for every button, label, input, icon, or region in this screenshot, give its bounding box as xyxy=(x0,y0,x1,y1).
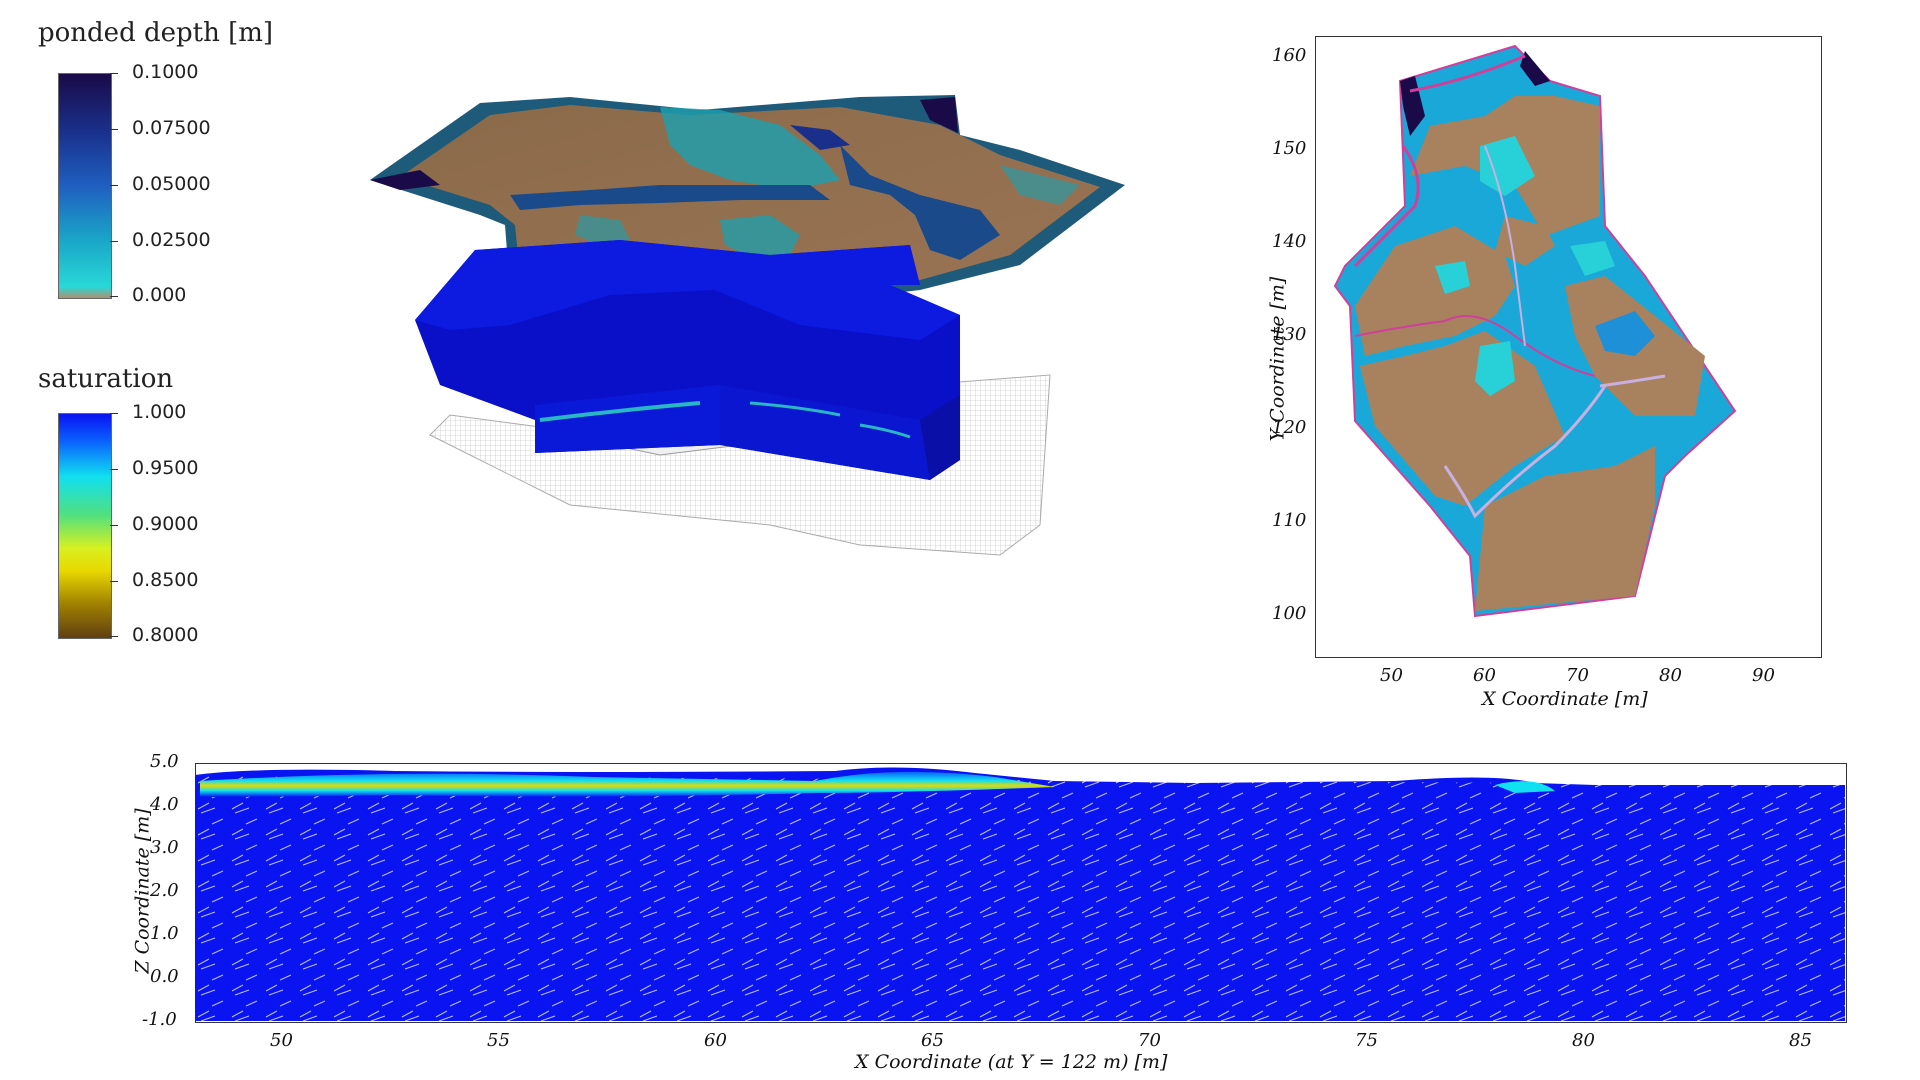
saturation-block-layer xyxy=(415,240,960,480)
map-xtick-label: 50 xyxy=(1380,665,1403,686)
saturation-tick-label: 0.8000 xyxy=(132,624,199,646)
section-xtick-label: 70 xyxy=(1138,1030,1161,1051)
ponded-tick-label: 0.07500 xyxy=(132,117,211,139)
section-ytick-label: 2.0 xyxy=(150,880,179,901)
section-xtick-label: 65 xyxy=(921,1030,944,1051)
map-ytick-label: 160 xyxy=(1272,45,1307,66)
section-xtick-label: 50 xyxy=(270,1030,293,1051)
section-xtick-label: 85 xyxy=(1789,1030,1812,1051)
saturation-colorbar xyxy=(58,413,112,639)
section-plot: 5.0 4.0 3.0 2.0 1.0 0.0 -1.0 50 55 60 65… xyxy=(90,745,1870,1075)
section-xtick-label: 60 xyxy=(704,1030,727,1051)
saturation-tick-label: 1.000 xyxy=(132,401,187,423)
ponded-depth-colorbar-title: ponded depth [m] xyxy=(38,18,274,48)
section-ytick-label: 3.0 xyxy=(150,837,179,858)
section-plot-area xyxy=(195,767,1845,1021)
map-xaxis-label: X Coordinate [m] xyxy=(1482,688,1648,710)
map-ytick-label: 120 xyxy=(1272,417,1307,438)
map-ytick-label: 140 xyxy=(1272,231,1307,252)
map-xtick-label: 90 xyxy=(1752,665,1775,686)
map-plot-area xyxy=(1333,44,1737,618)
map-xtick-label: 60 xyxy=(1473,665,1496,686)
ponded-tick-label: 0.05000 xyxy=(132,173,211,195)
saturation-tick-label: 0.9000 xyxy=(132,513,199,535)
section-xtick-label: 55 xyxy=(487,1030,510,1051)
section-yaxis-label: Z Coordinate [m] xyxy=(131,808,154,974)
map-ytick-label: 150 xyxy=(1272,138,1307,159)
section-ytick-label: 1.0 xyxy=(150,923,179,944)
section-ytick-label: -1.0 xyxy=(142,1009,177,1030)
ponded-tick-label: 0.02500 xyxy=(132,229,211,251)
map-yaxis-label: Y Coordinate [m] xyxy=(1266,276,1289,442)
map-ytick-label: 130 xyxy=(1272,324,1307,345)
ponded-tick-label: 0.1000 xyxy=(132,61,199,83)
ponded-tick-label: 0.000 xyxy=(132,284,187,306)
ponded-depth-colorbar xyxy=(58,73,112,299)
map-ytick-label: 100 xyxy=(1272,603,1307,624)
section-ytick-label: 0.0 xyxy=(150,966,179,987)
section-ytick-label: 4.0 xyxy=(150,794,179,815)
map-xtick-label: 80 xyxy=(1659,665,1682,686)
map-ytick-label: 110 xyxy=(1272,510,1307,531)
map-xtick-label: 70 xyxy=(1566,665,1589,686)
saturation-tick-label: 0.9500 xyxy=(132,457,199,479)
saturation-colorbar-title: saturation xyxy=(38,364,174,394)
ponded-depth-ticks: 0.1000 0.07500 0.05000 0.02500 0.000 xyxy=(110,61,230,306)
map-plot: 160 150 140 130 120 110 100 50 60 70 80 … xyxy=(1250,20,1910,720)
saturation-tick-label: 0.8500 xyxy=(132,569,199,591)
section-xaxis-label: X Coordinate (at Y = 122 m) [m] xyxy=(855,1051,1168,1073)
section-xtick-label: 80 xyxy=(1572,1030,1595,1051)
saturation-ticks: 1.000 0.9500 0.9000 0.8500 0.8000 xyxy=(110,401,230,646)
section-xtick-label: 75 xyxy=(1355,1030,1378,1051)
3d-exploded-view xyxy=(370,95,1125,556)
section-ytick-label: 5.0 xyxy=(150,751,179,772)
